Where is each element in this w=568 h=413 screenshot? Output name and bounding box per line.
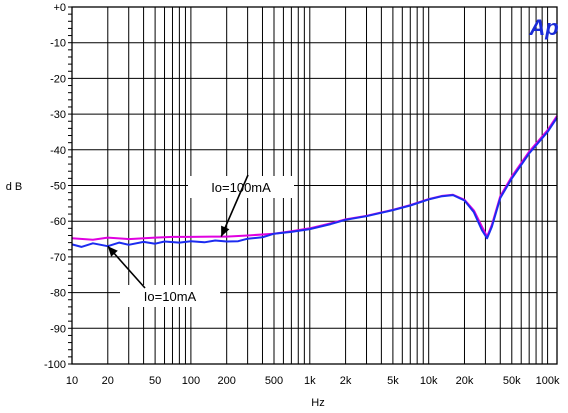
y-axis-label: d B [6,181,23,193]
y-tick-label: -40 [50,145,66,157]
x-tick-label: 200 [218,375,236,387]
y-tick-label: -60 [50,216,66,228]
y-tick-label: -10 [50,38,66,50]
y-tick-label: -100 [44,359,66,371]
x-tick-label: 100 [182,375,200,387]
x-tick-label: 50k [503,375,521,387]
x-tick-label: 1k [304,375,316,387]
x-tick-label: 100k [536,375,560,387]
plot-frame [71,6,558,365]
series-lines [71,115,558,248]
annotation-box [188,176,294,198]
x-tick-label: 20 [102,375,114,387]
y-tick-label: -70 [50,252,66,264]
annotation-box [120,285,220,307]
y-tick-label: -30 [50,109,66,121]
y-tick-label: +0 [53,2,66,14]
annotation-label: Io=10mA [144,289,197,304]
ap-logo: Ap [528,15,558,40]
series-line-2 [71,117,558,248]
annotation-arrowhead [107,246,118,257]
annotation-label: Io=100mA [211,180,271,195]
y-tick-label: -90 [50,323,66,335]
annotation-leader [220,174,249,237]
x-tick-label: 2k [340,375,352,387]
x-tick-label: 20k [456,375,474,387]
y-tick-label: -80 [50,288,66,300]
annotations: Io=100mA Io=10mA [107,174,294,307]
y-tick-label: -50 [50,181,66,193]
x-tick-label: 10 [66,375,78,387]
annotation-arrowhead [221,225,230,237]
y-tick-label: -20 [50,73,66,85]
x-tick-label: 50 [149,375,161,387]
x-axis-label: Hz [311,397,324,409]
x-tick-label: 10k [420,375,438,387]
x-tick-label: 500 [265,375,283,387]
x-tick-label: 5k [387,375,399,387]
